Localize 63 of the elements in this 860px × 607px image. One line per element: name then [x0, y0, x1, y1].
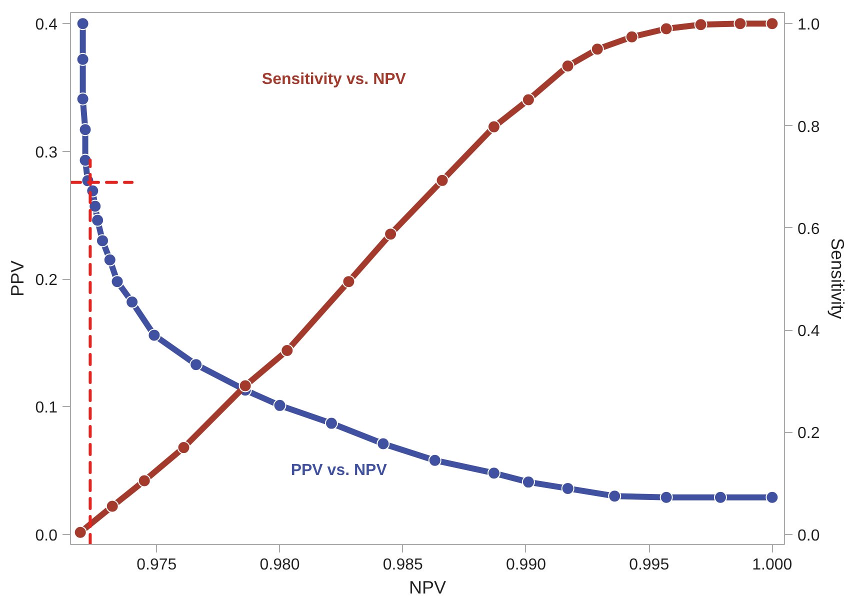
y-tick-label: 0.4	[35, 16, 58, 34]
point	[177, 441, 190, 454]
point	[660, 22, 673, 36]
point	[694, 18, 708, 32]
y-tick-label: 0.3	[35, 144, 58, 162]
series-label: PPV vs. NPV	[290, 462, 388, 480]
point	[714, 490, 727, 504]
point	[280, 344, 294, 358]
x-tick-label: 1.000	[752, 556, 792, 574]
point	[561, 482, 574, 495]
y-axis-title: PPV	[7, 260, 28, 297]
point	[238, 379, 252, 392]
y-tick-label: 0.1	[35, 400, 58, 417]
x-tick-label: 0.980	[260, 556, 300, 574]
point	[590, 42, 604, 56]
point	[324, 416, 338, 430]
y2-tick-label: 0.6	[798, 220, 820, 238]
point	[487, 120, 500, 134]
point	[625, 30, 638, 44]
point	[106, 500, 119, 513]
y2-tick-label: 0.0	[798, 527, 820, 544]
point	[376, 437, 390, 450]
point	[148, 328, 161, 342]
point	[384, 228, 398, 241]
y2-axis-title: Sensitivity	[828, 238, 848, 320]
point	[766, 17, 779, 30]
point	[522, 476, 535, 489]
point	[766, 490, 779, 504]
y2-tick-label: 0.4	[798, 323, 820, 340]
x-tick-label: 0.985	[382, 556, 423, 574]
point	[660, 490, 673, 504]
point	[91, 214, 104, 227]
point	[273, 398, 286, 412]
point	[78, 123, 92, 136]
point	[76, 92, 90, 106]
point	[608, 490, 622, 503]
point	[342, 275, 356, 288]
y-tick-label: 0.2	[35, 272, 58, 290]
point	[734, 17, 747, 30]
point	[522, 93, 535, 106]
y2-tick-label: 0.2	[798, 425, 820, 442]
y2-tick-label: 1.0	[798, 16, 820, 34]
point	[76, 17, 90, 30]
text: Sensitivity vs. NPV	[262, 70, 406, 88]
x-tick-label: 0.990	[506, 556, 546, 574]
x-tick-label: 0.975	[136, 556, 177, 574]
y-tick-label: 0.0	[35, 527, 58, 544]
point	[138, 474, 151, 488]
point	[487, 466, 500, 480]
point	[561, 60, 574, 73]
point	[96, 234, 110, 248]
x-axis-title: NPV	[408, 578, 446, 598]
point	[126, 296, 139, 308]
x-tick-label: 0.995	[629, 556, 670, 574]
y2-tick-label: 0.8	[798, 118, 820, 136]
point	[103, 253, 116, 266]
point	[110, 275, 124, 288]
point	[74, 526, 87, 539]
point	[436, 174, 449, 187]
point	[190, 358, 203, 372]
point	[76, 52, 90, 66]
point	[428, 454, 442, 467]
point	[88, 200, 102, 213]
